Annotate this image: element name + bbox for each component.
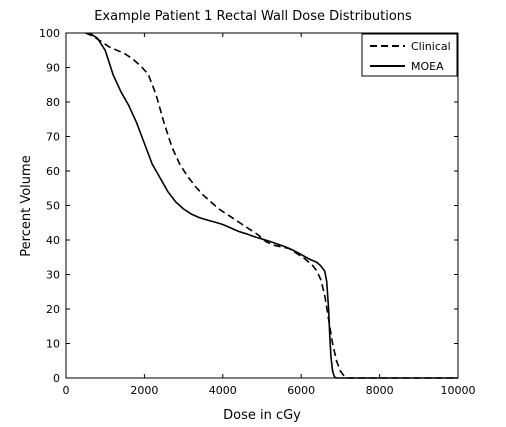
chart-title: Example Patient 1 Rectal Wall Dose Distr…: [94, 9, 412, 24]
legend-box: [361, 33, 458, 77]
legend: Clinical MOEA: [361, 33, 458, 77]
y-tick-label: 0: [53, 372, 60, 385]
x-tick-label: 4000: [209, 384, 237, 397]
x-tick-label: 6000: [287, 384, 315, 397]
y-tick-label: 30: [46, 269, 60, 282]
y-axis-label: Percent Volume: [19, 155, 34, 256]
y-tick-label: 100: [39, 27, 60, 40]
y-tick-label: 70: [46, 131, 60, 144]
legend-label-moea: MOEA: [411, 60, 444, 73]
x-tick-label: 0: [63, 384, 70, 397]
y-tick-label: 80: [46, 96, 60, 109]
x-tick-label: 8000: [366, 384, 394, 397]
x-tick-label: 2000: [130, 384, 158, 397]
y-tick-label: 40: [46, 234, 60, 247]
plot-area-frame: [65, 32, 459, 379]
series-line-clinical: [85, 32, 458, 379]
x-axis-ticks: 0 2000 4000 6000 8000 10000: [63, 33, 476, 397]
y-axis-ticks: 0 10 20 30 40 50 60 70 80 90 100: [39, 27, 458, 385]
x-axis-label: Dose in cGy: [223, 408, 301, 423]
y-tick-label: 90: [46, 62, 60, 75]
series-line-moea: [89, 32, 458, 379]
y-tick-label: 50: [46, 200, 60, 213]
y-tick-label: 60: [46, 165, 60, 178]
y-tick-label: 10: [46, 338, 60, 351]
series-layer: [85, 32, 458, 379]
y-tick-label: 20: [46, 303, 60, 316]
legend-label-clinical: Clinical: [411, 40, 451, 53]
x-tick-label: 10000: [441, 384, 476, 397]
